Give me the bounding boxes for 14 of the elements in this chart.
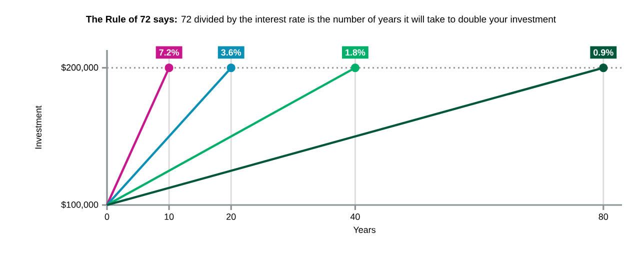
y-axis-title: Investment — [35, 106, 42, 149]
x-tick-label: 20 — [226, 214, 236, 220]
series-label: 0.9% — [594, 49, 614, 56]
y-tick-label: $100,000 — [61, 201, 98, 209]
series-label: 1.8% — [346, 49, 366, 56]
x-tick-label: 40 — [350, 214, 360, 220]
chart-title: The Rule of 72 says: 72 divided by the interest rate is the number of years it will take to double your investment — [86, 16, 556, 24]
series-label: 7.2% — [159, 49, 180, 56]
x-tick-label: 80 — [598, 214, 608, 220]
x-axis-title: Years — [353, 226, 376, 233]
series-label: 3.6% — [221, 49, 242, 56]
x-tick-label: 0 — [104, 214, 110, 220]
x-tick-label: 10 — [164, 214, 174, 220]
y-tick-label: $200,000 — [61, 64, 98, 72]
